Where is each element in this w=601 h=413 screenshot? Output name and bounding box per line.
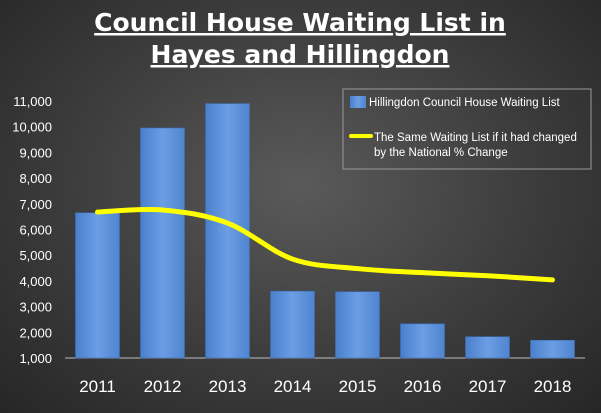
x-tick-label: 2018 [534,377,572,396]
y-tick-label: 3,000 [19,300,52,315]
bar [465,336,510,359]
bar [270,290,315,359]
x-tick-label: 2012 [144,377,182,396]
legend-box [342,88,592,170]
x-tick-label: 2011 [79,377,116,396]
chart-title: Council House Waiting List in Hayes and H… [94,8,506,69]
line-series-path [95,206,555,283]
y-tick-label: 10,000 [12,120,52,135]
x-tick-label: 2017 [469,377,507,396]
legend-label: The Same Waiting List if it had changed b… [374,132,577,159]
y-tick-label: 5,000 [19,248,52,263]
legend-label-line: The Same Waiting List if it had changed [374,132,577,144]
bar [530,339,575,359]
y-tick-label: 2,000 [19,325,52,340]
bar [140,127,185,359]
chart-title-line: Council House Waiting List in [94,8,506,37]
y-axis: 1,000 2,000 3,000 4,000 5,000 6,000 7,000 8,000… [12,94,585,366]
x-tick-label: 2015 [339,377,377,396]
y-tick-label: 1,000 [19,351,52,366]
y-tick-label: 6,000 [19,223,52,238]
legend-label: Hillingdon Council House Waiting List [369,97,560,109]
bar [400,323,445,359]
x-tick-label: 2014 [274,377,312,396]
y-tick-label: 8,000 [19,171,52,186]
y-tick-label: 9,000 [19,145,52,160]
x-axis: 2011 2012 2013 2014 2015 2016 2017 2018 [79,377,571,396]
x-tick-label: 2013 [209,377,247,396]
y-tick-label: 7,000 [19,197,52,212]
bar [335,291,380,359]
line-series [95,206,555,283]
y-tick-label: 11,000 [13,94,52,109]
y-tick-label: 4,000 [19,274,52,289]
legend-label-line: by the National % Change [374,147,508,159]
chart-title-line: Hayes and Hillingdon [151,40,450,69]
bar [75,212,120,359]
x-tick-label: 2016 [404,377,442,396]
legend-swatch-bar [350,96,366,108]
legend: Hillingdon Council House Waiting List The… [342,88,592,170]
